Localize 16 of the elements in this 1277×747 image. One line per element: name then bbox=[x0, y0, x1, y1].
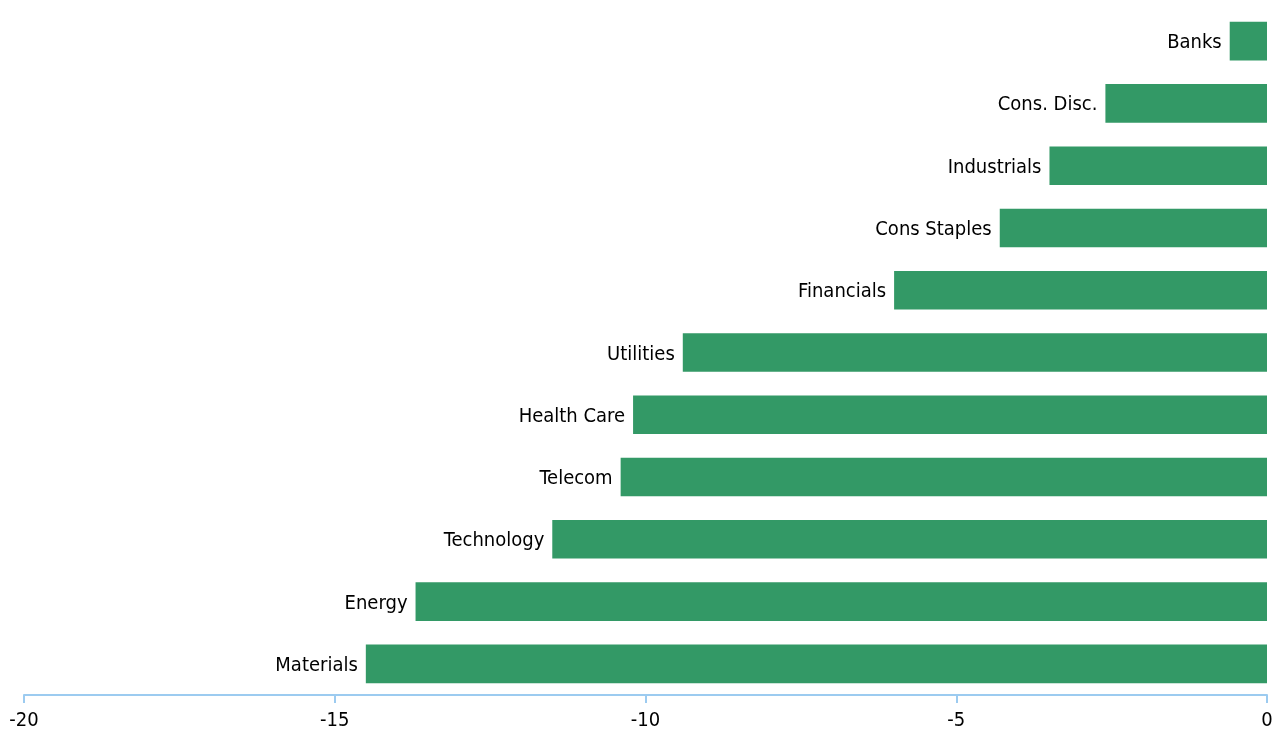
x-tick-label: -10 bbox=[630, 707, 661, 731]
y-tick-label: Technology bbox=[442, 527, 545, 552]
y-tick-label: Health Care bbox=[518, 402, 626, 427]
x-tick-label: -20 bbox=[9, 707, 39, 731]
y-tick-label: Cons. Disc. bbox=[997, 91, 1098, 116]
x-tick-label: -15 bbox=[320, 707, 350, 731]
y-tick-label: Utilities bbox=[607, 340, 675, 365]
y-tick-label: Materials bbox=[275, 651, 358, 676]
y-tick-label: Cons Staples bbox=[875, 215, 992, 240]
x-tick-label: -5 bbox=[947, 707, 966, 731]
y-tick-label: Energy bbox=[344, 589, 408, 614]
y-tick-label: Banks bbox=[1167, 29, 1222, 54]
x-tick-label: 0 bbox=[1261, 707, 1273, 731]
y-tick-label: Industrials bbox=[947, 153, 1042, 178]
y-tick-label: Telecom bbox=[538, 465, 613, 490]
y-tick-label: Financials bbox=[798, 278, 887, 303]
